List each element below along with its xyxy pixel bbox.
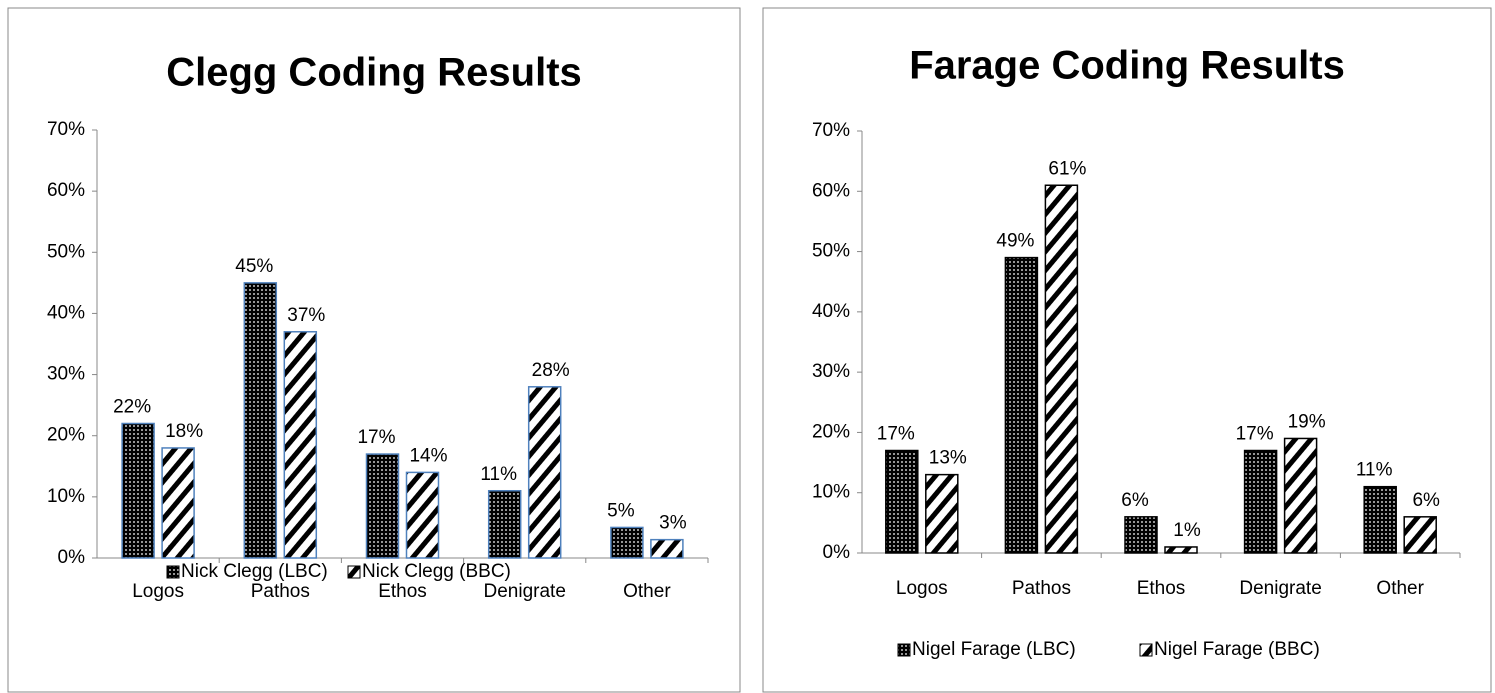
data-label: 17% — [357, 427, 395, 448]
y-tick-label: 10% — [47, 486, 85, 507]
x-tick-label: Logos — [896, 578, 948, 599]
legend-swatch — [1139, 643, 1153, 657]
y-tick-label: 0% — [58, 547, 86, 568]
y-tick-label: 50% — [47, 241, 85, 262]
legend-swatch — [347, 565, 361, 579]
legend-label: Nigel Farage (BBC) — [1154, 639, 1320, 660]
x-tick-label: Denigrate — [484, 581, 566, 602]
y-tick-label: 30% — [812, 361, 850, 382]
y-tick-label: 10% — [812, 482, 850, 503]
y-tick-label: 70% — [812, 120, 850, 141]
x-tick-label: Other — [623, 581, 671, 602]
legend-label: Nigel Farage (LBC) — [912, 639, 1076, 660]
data-label: 22% — [113, 397, 151, 418]
data-label: 18% — [165, 421, 203, 442]
legend-label: Nick Clegg (LBC) — [181, 561, 328, 582]
y-tick-label: 20% — [47, 425, 85, 446]
chart-title: Clegg Coding Results — [166, 51, 582, 95]
x-tick-label: Other — [1376, 578, 1424, 599]
bar — [1164, 546, 1198, 554]
bar — [1363, 485, 1397, 554]
bar — [650, 538, 684, 559]
x-tick-label: Ethos — [378, 581, 427, 602]
y-tick-label: 60% — [812, 180, 850, 201]
data-label: 11% — [1356, 460, 1393, 481]
x-tick-label: Pathos — [251, 581, 310, 602]
data-label: 5% — [607, 500, 635, 521]
y-tick-label: 30% — [47, 364, 85, 385]
data-label: 28% — [532, 360, 570, 381]
y-tick-label: 70% — [47, 119, 85, 140]
x-tick-label: Logos — [132, 581, 184, 602]
bar — [243, 282, 278, 559]
bar — [925, 473, 959, 554]
y-tick-label: 40% — [47, 302, 85, 323]
chart-title: Farage Coding Results — [909, 44, 1345, 88]
data-label: 3% — [659, 513, 687, 534]
data-label: 37% — [287, 305, 325, 326]
legend-swatch — [897, 643, 911, 657]
x-tick-label: Ethos — [1137, 578, 1186, 599]
data-label: 61% — [1048, 158, 1086, 179]
bar — [527, 386, 562, 559]
bar — [161, 447, 195, 559]
data-label: 49% — [996, 231, 1034, 252]
data-label: 11% — [480, 464, 517, 485]
bar — [121, 422, 155, 559]
y-tick-label: 50% — [812, 241, 850, 262]
data-label: 14% — [409, 445, 447, 466]
bar — [885, 449, 919, 554]
legend-swatch — [166, 565, 180, 579]
data-label: 19% — [1288, 411, 1326, 432]
y-tick-label: 20% — [812, 421, 850, 442]
data-label: 6% — [1121, 490, 1149, 511]
chart-frame — [762, 7, 1492, 693]
data-label: 17% — [877, 424, 915, 445]
bar — [610, 526, 644, 559]
bar — [1004, 256, 1039, 554]
y-tick-label: 40% — [812, 301, 850, 322]
data-label: 45% — [235, 256, 273, 277]
chart-frame — [7, 7, 741, 693]
bar — [1243, 449, 1278, 554]
bar — [365, 453, 400, 559]
bar — [283, 331, 318, 559]
y-tick-label: 0% — [823, 542, 851, 563]
data-label: 13% — [929, 448, 967, 469]
x-tick-label: Denigrate — [1239, 578, 1321, 599]
legend-label: Nick Clegg (BBC) — [362, 561, 511, 582]
bar — [1283, 437, 1318, 554]
x-tick-label: Pathos — [1012, 578, 1071, 599]
bar — [487, 489, 522, 559]
data-label: 17% — [1236, 424, 1274, 445]
bar — [1403, 516, 1437, 554]
data-label: 1% — [1173, 520, 1201, 541]
bar — [1044, 184, 1079, 554]
y-tick-label: 60% — [47, 180, 85, 201]
bar — [1124, 516, 1158, 554]
bar — [405, 471, 440, 559]
data-label: 6% — [1412, 490, 1440, 511]
